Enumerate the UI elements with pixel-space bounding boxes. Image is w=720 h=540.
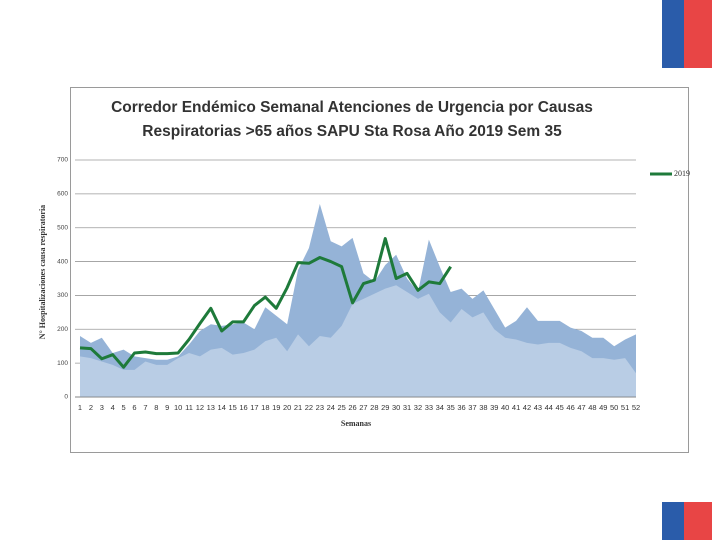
- x-tick-label: 51: [621, 403, 629, 412]
- x-tick-label: 16: [239, 403, 247, 412]
- x-tick-label: 41: [512, 403, 520, 412]
- y-tick-label: 700: [57, 157, 68, 164]
- x-tick-label: 35: [446, 403, 454, 412]
- x-tick-label: 42: [523, 403, 531, 412]
- x-tick-label: 30: [392, 403, 400, 412]
- x-tick-label: 1: [78, 403, 82, 412]
- x-tick-label: 29: [381, 403, 389, 412]
- chart-title: Corredor Endémico Semanal Atenciones de …: [111, 99, 593, 116]
- x-tick-label: 25: [337, 403, 345, 412]
- x-axis-label: Semanas: [341, 419, 371, 428]
- x-tick-label: 46: [566, 403, 574, 412]
- x-tick-label: 26: [348, 403, 356, 412]
- area: [80, 285, 636, 397]
- x-tick-label: 36: [457, 403, 465, 412]
- x-tick-label: 19: [272, 403, 280, 412]
- y-tick-label: 300: [57, 292, 68, 299]
- x-tick-label: 14: [218, 403, 226, 412]
- x-tick-label: 49: [599, 403, 607, 412]
- x-tick-label: 33: [425, 403, 433, 412]
- y-tick-label: 100: [57, 360, 68, 367]
- x-tick-label: 4: [111, 403, 115, 412]
- flag-red: [684, 0, 712, 68]
- x-tick-label: 3: [100, 403, 104, 412]
- x-tick-label: 52: [632, 403, 640, 412]
- x-tick-label: 5: [122, 403, 126, 412]
- x-tick-label: 8: [154, 403, 158, 412]
- x-tick-label: 48: [588, 403, 596, 412]
- x-tick-label: 21: [294, 403, 302, 412]
- flag-red: [684, 502, 712, 540]
- y-axis-label: N° Hospitalizaciones causa respiratoria: [38, 205, 47, 339]
- x-tick-label: 7: [143, 403, 147, 412]
- x-tick-label: 23: [316, 403, 324, 412]
- chart-title: Respiratorias >65 años SAPU Sta Rosa Año…: [142, 123, 562, 140]
- y-tick-label: 0: [64, 394, 68, 401]
- x-tick-label: 10: [174, 403, 182, 412]
- x-tick-label: 13: [207, 403, 215, 412]
- y-tick-label: 400: [57, 258, 68, 265]
- x-tick-label: 50: [610, 403, 618, 412]
- x-tick-label: 15: [228, 403, 236, 412]
- x-tick-label: 24: [327, 403, 335, 412]
- line: [79, 237, 452, 369]
- flag-blue: [662, 502, 684, 540]
- x-tick-label: 45: [556, 403, 564, 412]
- x-tick-label: 39: [490, 403, 498, 412]
- x-tick-label: 6: [132, 403, 136, 412]
- y-tick-label: 500: [57, 224, 68, 231]
- x-tick-label: 28: [370, 403, 378, 412]
- x-tick-label: 34: [436, 403, 444, 412]
- x-tick-label: 44: [545, 403, 553, 412]
- x-tick-label: 27: [359, 403, 367, 412]
- x-tick-label: 31: [403, 403, 411, 412]
- legend-label: 2019: [674, 169, 690, 178]
- x-tick-label: 40: [501, 403, 509, 412]
- y-tick-label: 200: [57, 326, 68, 333]
- x-tick-label: 47: [577, 403, 585, 412]
- x-tick-label: 12: [196, 403, 204, 412]
- x-tick-label: 37: [468, 403, 476, 412]
- chart-frame: [70, 87, 689, 453]
- x-tick-label: 43: [534, 403, 542, 412]
- x-tick-label: 32: [414, 403, 422, 412]
- x-tick-label: 38: [479, 403, 487, 412]
- x-tick-label: 17: [250, 403, 258, 412]
- x-tick-label: 18: [261, 403, 269, 412]
- x-tick-label: 2: [89, 403, 93, 412]
- x-tick-label: 22: [305, 403, 313, 412]
- x-tick-label: 20: [283, 403, 291, 412]
- y-tick-label: 600: [57, 191, 68, 198]
- x-tick-label: 11: [185, 403, 193, 412]
- x-tick-label: 9: [165, 403, 169, 412]
- flag-blue: [662, 0, 684, 68]
